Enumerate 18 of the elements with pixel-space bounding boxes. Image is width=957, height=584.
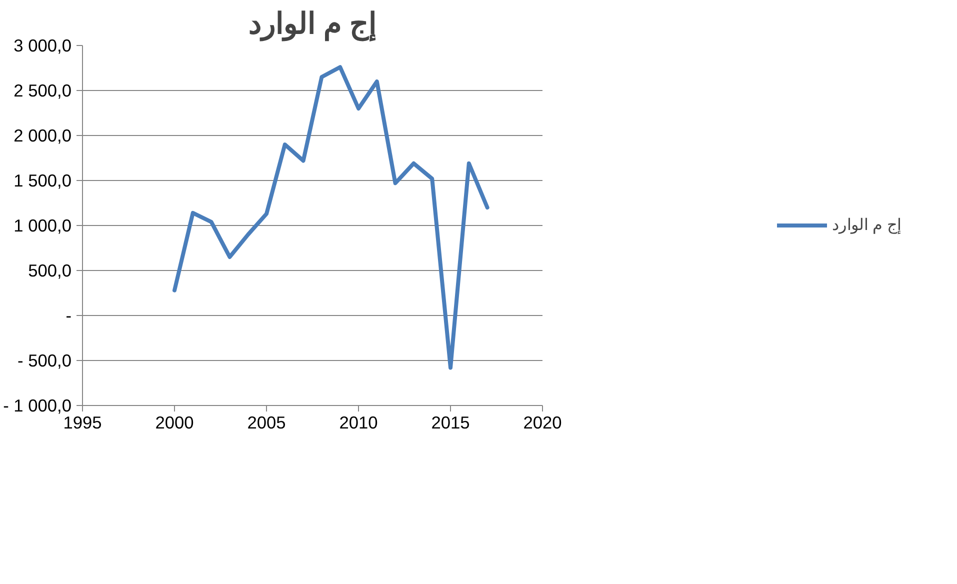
x-tick-label: 2015 xyxy=(431,412,470,432)
x-tick-label: 2000 xyxy=(155,412,194,432)
x-tick-label: 1995 xyxy=(63,412,102,432)
y-tick-label: - xyxy=(66,306,72,326)
legend-label: إج م الوارد xyxy=(832,216,901,235)
y-tick-label: 1 000,0 xyxy=(14,216,72,236)
x-tick-label: 2020 xyxy=(523,412,562,432)
y-tick-label: 2 000,0 xyxy=(14,126,72,146)
y-tick-label: - 1 000,0 xyxy=(3,396,72,416)
line-series xyxy=(172,65,490,370)
y-tick-label: 2 500,0 xyxy=(14,80,72,100)
y-tick-label: - 500,0 xyxy=(18,350,72,370)
y-tick-label: 500,0 xyxy=(28,260,72,280)
x-tick-label: 2005 xyxy=(247,412,286,432)
chart-title: إج م الوارد xyxy=(248,8,377,42)
y-tick-label: 1 500,0 xyxy=(14,170,72,190)
x-tick-label: 2010 xyxy=(339,412,378,432)
y-tick-label: 3 000,0 xyxy=(14,36,72,56)
